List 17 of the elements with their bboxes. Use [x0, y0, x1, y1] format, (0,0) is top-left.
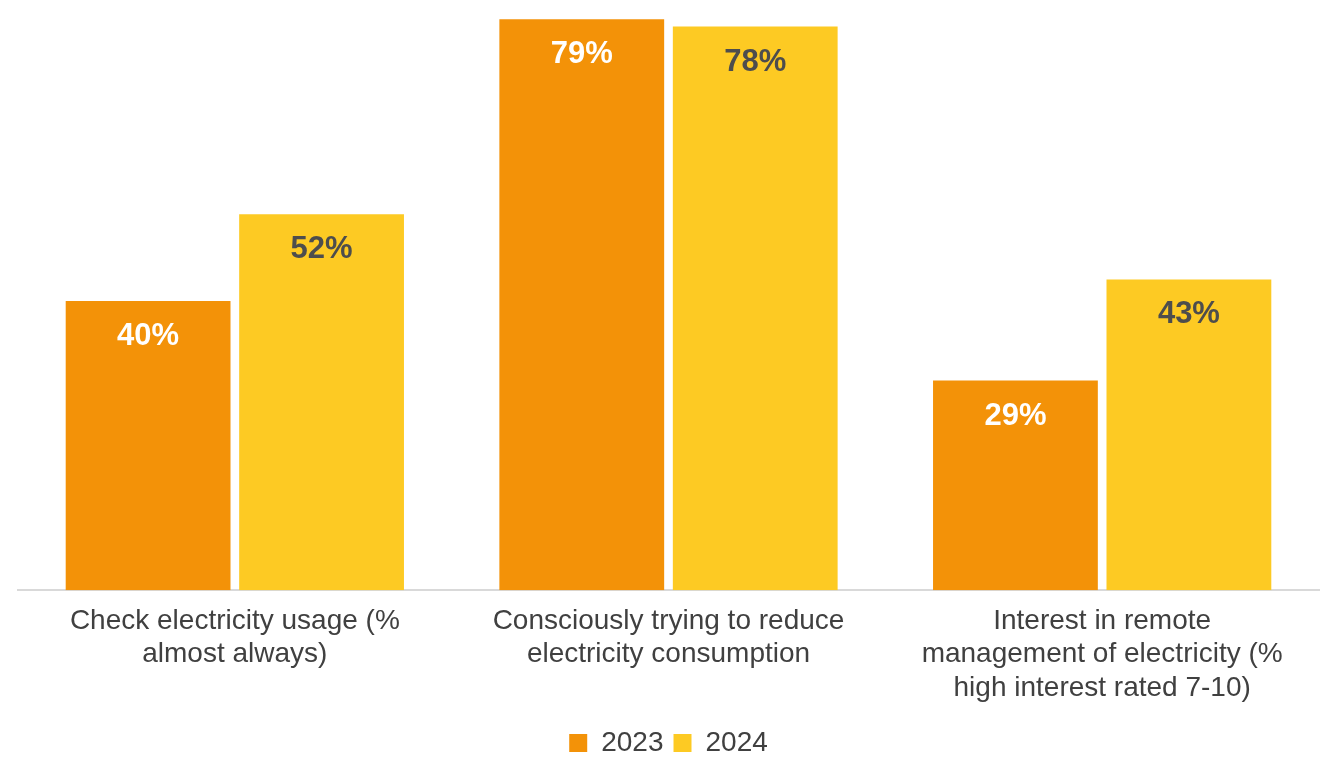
legend-label: 2024: [705, 725, 768, 757]
data-label: 79%: [550, 35, 613, 71]
legend-label: 2023: [601, 725, 664, 757]
data-label: 78%: [724, 42, 787, 78]
bar: [1106, 279, 1272, 591]
bar: [499, 19, 665, 591]
bar: [239, 214, 404, 591]
data-label: 52%: [290, 230, 353, 266]
x-tick-label: Consciously trying to reduce electricity consumption: [492, 603, 845, 669]
data-label: 29%: [984, 396, 1047, 432]
data-label: 40%: [117, 317, 180, 353]
x-tick-label: Check electricity usage (% almost always): [69, 603, 400, 669]
bar: [65, 301, 231, 591]
bar: [933, 380, 1098, 591]
x-tick-label: Interest in remote management of electricity (% high interest rated 7-10): [921, 603, 1283, 702]
data-label: 43%: [1157, 295, 1220, 331]
bar: [672, 26, 838, 591]
